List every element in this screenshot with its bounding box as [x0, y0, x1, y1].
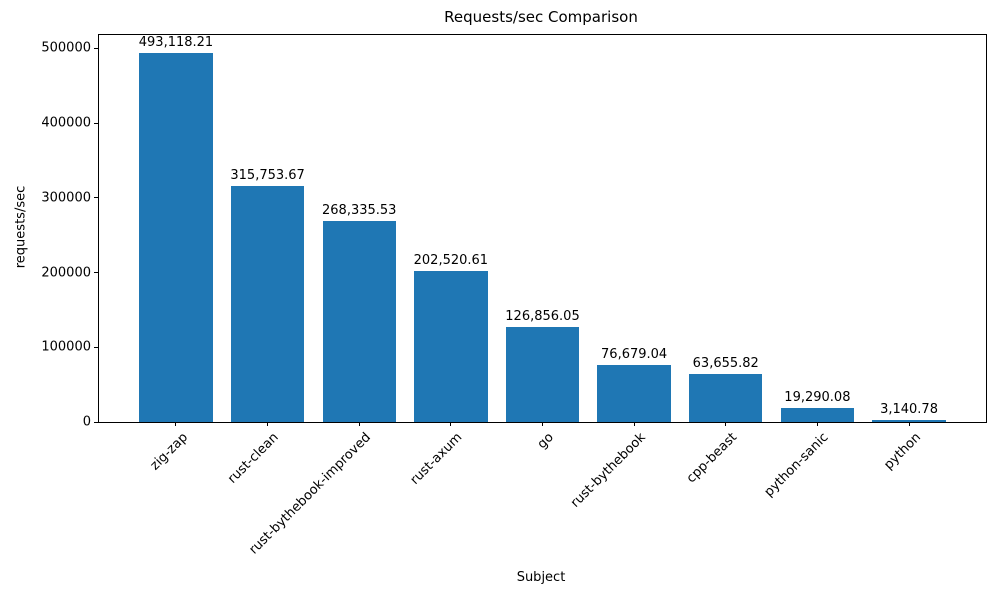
bar — [872, 419, 946, 422]
bar — [322, 221, 396, 422]
y-tick — [94, 421, 98, 423]
x-tick — [175, 422, 177, 426]
bar-value-label: 3,140.78 — [880, 401, 938, 417]
y-tick — [94, 197, 98, 199]
y-tick — [94, 346, 98, 348]
bar — [230, 186, 305, 422]
bar — [505, 327, 580, 422]
y-tick-label: 400000 — [41, 115, 91, 131]
x-tick — [450, 422, 452, 426]
x-tick — [816, 422, 818, 426]
x-tick — [358, 422, 360, 426]
y-tick-label: 100000 — [41, 339, 91, 355]
y-tick-label: 500000 — [41, 40, 91, 56]
bar-value-label: 493,118.21 — [138, 35, 214, 51]
x-tick — [542, 422, 543, 426]
y-tick — [94, 47, 98, 49]
bar — [689, 374, 763, 422]
bar-value-label: 126,856.05 — [505, 309, 580, 325]
plot-area: 0 100000 200000 300000 400000 500000 493,118.2… — [41, 34, 987, 557]
bar — [139, 53, 213, 422]
x-tick — [633, 422, 635, 426]
x-axis-label: Subject — [516, 570, 566, 585]
x-tick — [725, 422, 727, 426]
bar-value-label: 202,520.61 — [413, 252, 489, 268]
chart-title: Requests/sec Comparison — [444, 8, 638, 26]
y-tick — [94, 272, 98, 273]
bar-value-label: 19,290.08 — [784, 389, 851, 405]
bar-value-label: 268,335.53 — [322, 203, 397, 219]
y-tick-label: 0 — [82, 414, 91, 430]
y-tick-label: 300000 — [41, 190, 91, 206]
y-tick — [94, 122, 98, 124]
bar — [414, 270, 488, 422]
y-axis-label: requests/sec — [13, 185, 29, 269]
bar-value-label: 76,679.04 — [601, 346, 668, 362]
bar — [780, 407, 855, 422]
x-tick — [267, 422, 269, 426]
bar-value-label: 63,655.82 — [692, 356, 759, 372]
bar-value-label: 315,753.67 — [230, 168, 305, 183]
bar — [597, 364, 671, 422]
y-tick-label: 200000 — [41, 265, 91, 280]
x-tick — [908, 422, 910, 426]
